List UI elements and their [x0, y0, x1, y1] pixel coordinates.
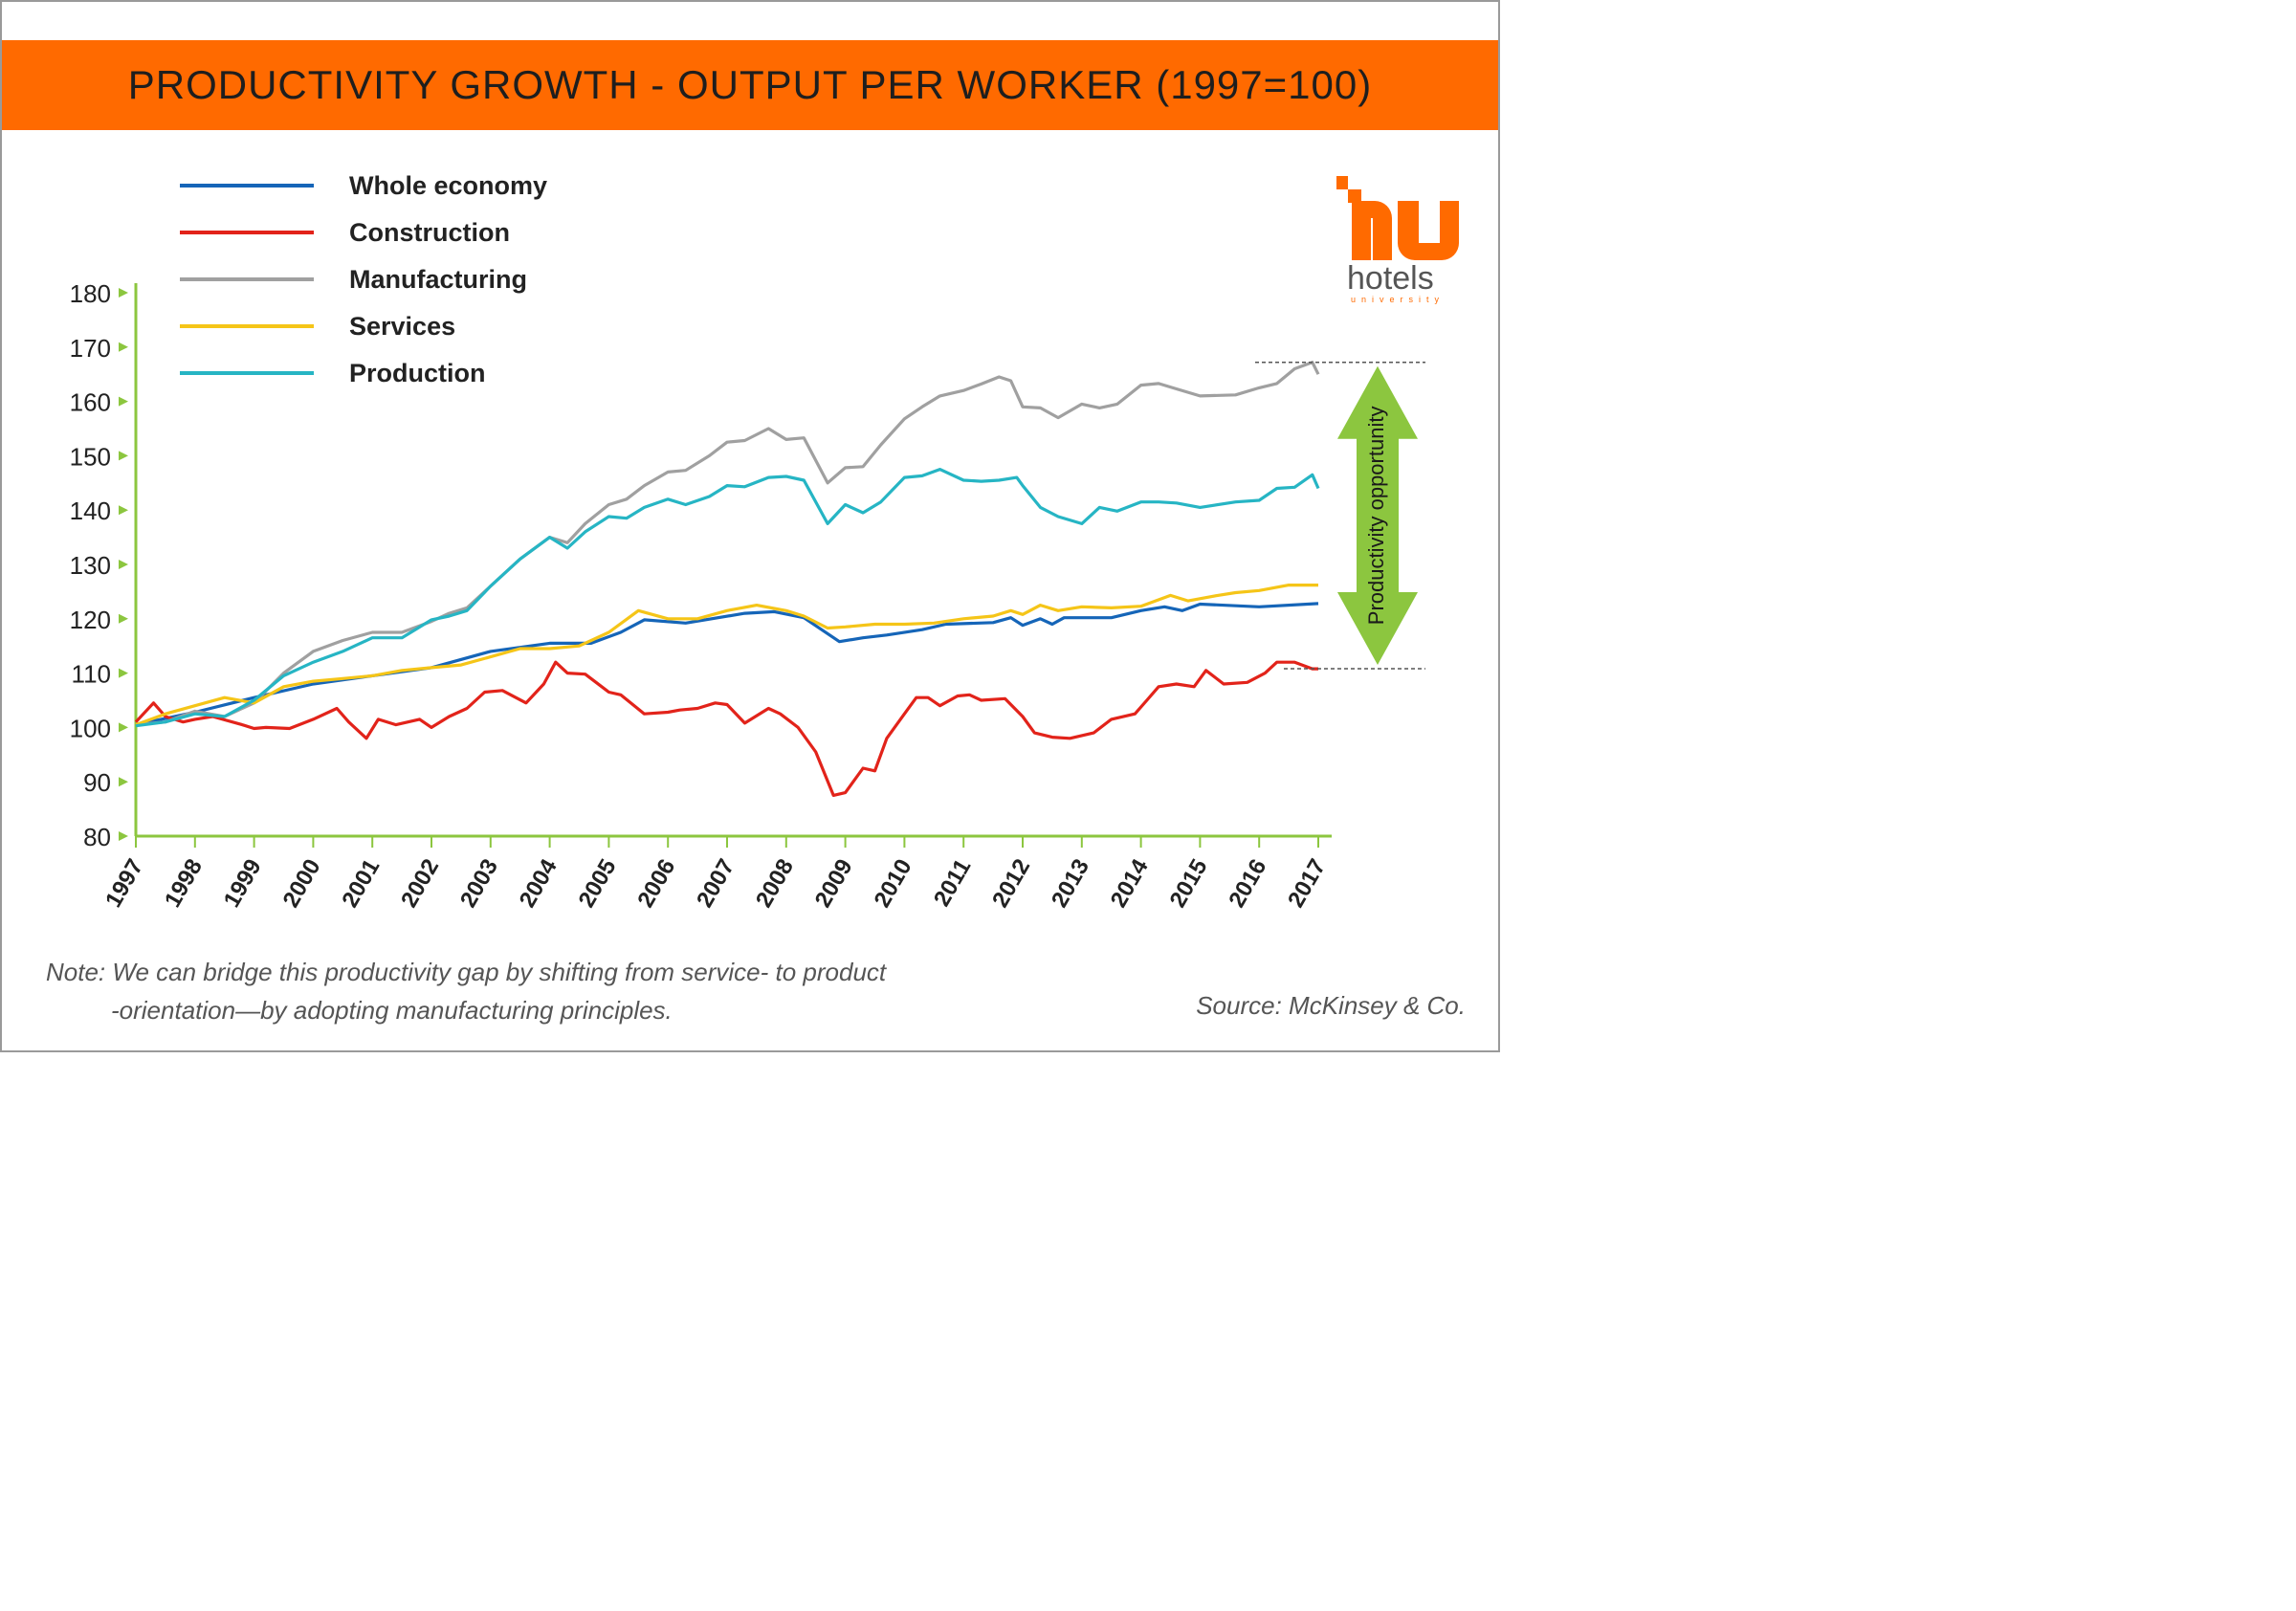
legend-label: Services [349, 312, 455, 341]
x-tick-label: 2011 [929, 854, 976, 911]
y-tick-marker [119, 668, 128, 678]
x-tick-label: 2015 [1165, 855, 1213, 913]
series-lines [134, 361, 1320, 797]
logo-wordmark: hotels [1347, 260, 1434, 297]
legend-label: Whole economy [349, 171, 547, 200]
x-tick-label: 1997 [100, 855, 148, 913]
y-tick-marker [119, 831, 128, 841]
x-tick-label: 2004 [515, 854, 563, 912]
y-tick-label: 170 [70, 334, 111, 363]
x-tick-label: 2008 [751, 855, 799, 913]
y-tick-marker [119, 777, 128, 787]
footnote: Note: We can bridge this productivity ga… [46, 953, 1079, 1029]
x-tick-label: 2001 [337, 855, 385, 913]
y-tick-label: 160 [70, 388, 111, 417]
x-tick-label: 2006 [632, 855, 680, 913]
x-tick-label: 2003 [455, 855, 503, 913]
y-tick-label: 120 [70, 606, 111, 634]
x-tick-label: 2017 [1283, 855, 1331, 913]
series-line-services [135, 584, 1318, 727]
logo-subtitle: university [1351, 295, 1446, 304]
y-tick-label: 130 [70, 551, 111, 580]
y-tick-label: 140 [70, 497, 111, 525]
x-tick-label: 2005 [574, 855, 622, 913]
x-tick-label: 2000 [278, 855, 326, 913]
source-credit: Source: McKinsey & Co. [1196, 991, 1466, 1020]
productivity-opportunity-annotation: Productivity opportunity [1255, 361, 1425, 670]
x-tick-label: 2002 [396, 855, 444, 913]
x-tick-label: 1999 [219, 855, 267, 913]
x-tick-label: 2012 [987, 855, 1035, 913]
x-tick-label: 2014 [1106, 854, 1154, 912]
y-tick-marker [119, 396, 128, 407]
y-tick-marker [119, 288, 128, 298]
legend-label: Manufacturing [349, 265, 527, 294]
y-tick-label: 100 [70, 714, 111, 742]
page-title: PRODUCTIVITY GROWTH - OUTPUT PER WORKER … [127, 62, 1373, 107]
y-tick-marker [119, 722, 128, 733]
y-tick-marker [119, 560, 128, 569]
y-tick-marker [119, 451, 128, 461]
y-tick-marker [119, 613, 128, 624]
hotels-university-logo [1336, 176, 1459, 260]
x-tick-label: 2009 [810, 855, 858, 913]
y-tick-label: 180 [70, 279, 111, 308]
y-tick-label: 90 [83, 768, 111, 797]
title-banner: PRODUCTIVITY GROWTH - OUTPUT PER WORKER … [2, 40, 1498, 130]
y-tick-marker [119, 342, 128, 352]
line-chart: Whole economy Construction Manufacturing Se… [70, 171, 1425, 913]
series-line-construction [134, 660, 1318, 797]
x-tick-label: 2013 [1047, 855, 1094, 913]
y-tick-label: 150 [70, 442, 111, 471]
footnote-line-1: Note: We can bridge this productivity ga… [46, 958, 887, 986]
footnote-line-2: -orientation—by adopting manufacturing p… [111, 996, 673, 1025]
x-tick-label: 2016 [1224, 855, 1271, 913]
y-tick-label: 110 [72, 660, 111, 689]
series-line-manufacturing [135, 361, 1320, 727]
x-tick-label: 2007 [692, 855, 740, 913]
legend-label: Production [349, 359, 486, 387]
double-arrow-icon [1337, 365, 1418, 666]
y-tick-label: 80 [83, 823, 111, 851]
legend: Whole economy Construction Manufacturing Se… [180, 171, 547, 387]
x-tick-label: 2010 [870, 855, 917, 913]
series-line-whole-economy [135, 602, 1319, 727]
series-line-production [135, 468, 1320, 728]
x-tick-label: 1998 [160, 855, 208, 913]
chart-frame [0, 0, 1500, 1052]
opportunity-label: Productivity opportunity [1364, 407, 1388, 626]
legend-label: Construction [349, 218, 510, 247]
y-tick-marker [119, 505, 128, 516]
